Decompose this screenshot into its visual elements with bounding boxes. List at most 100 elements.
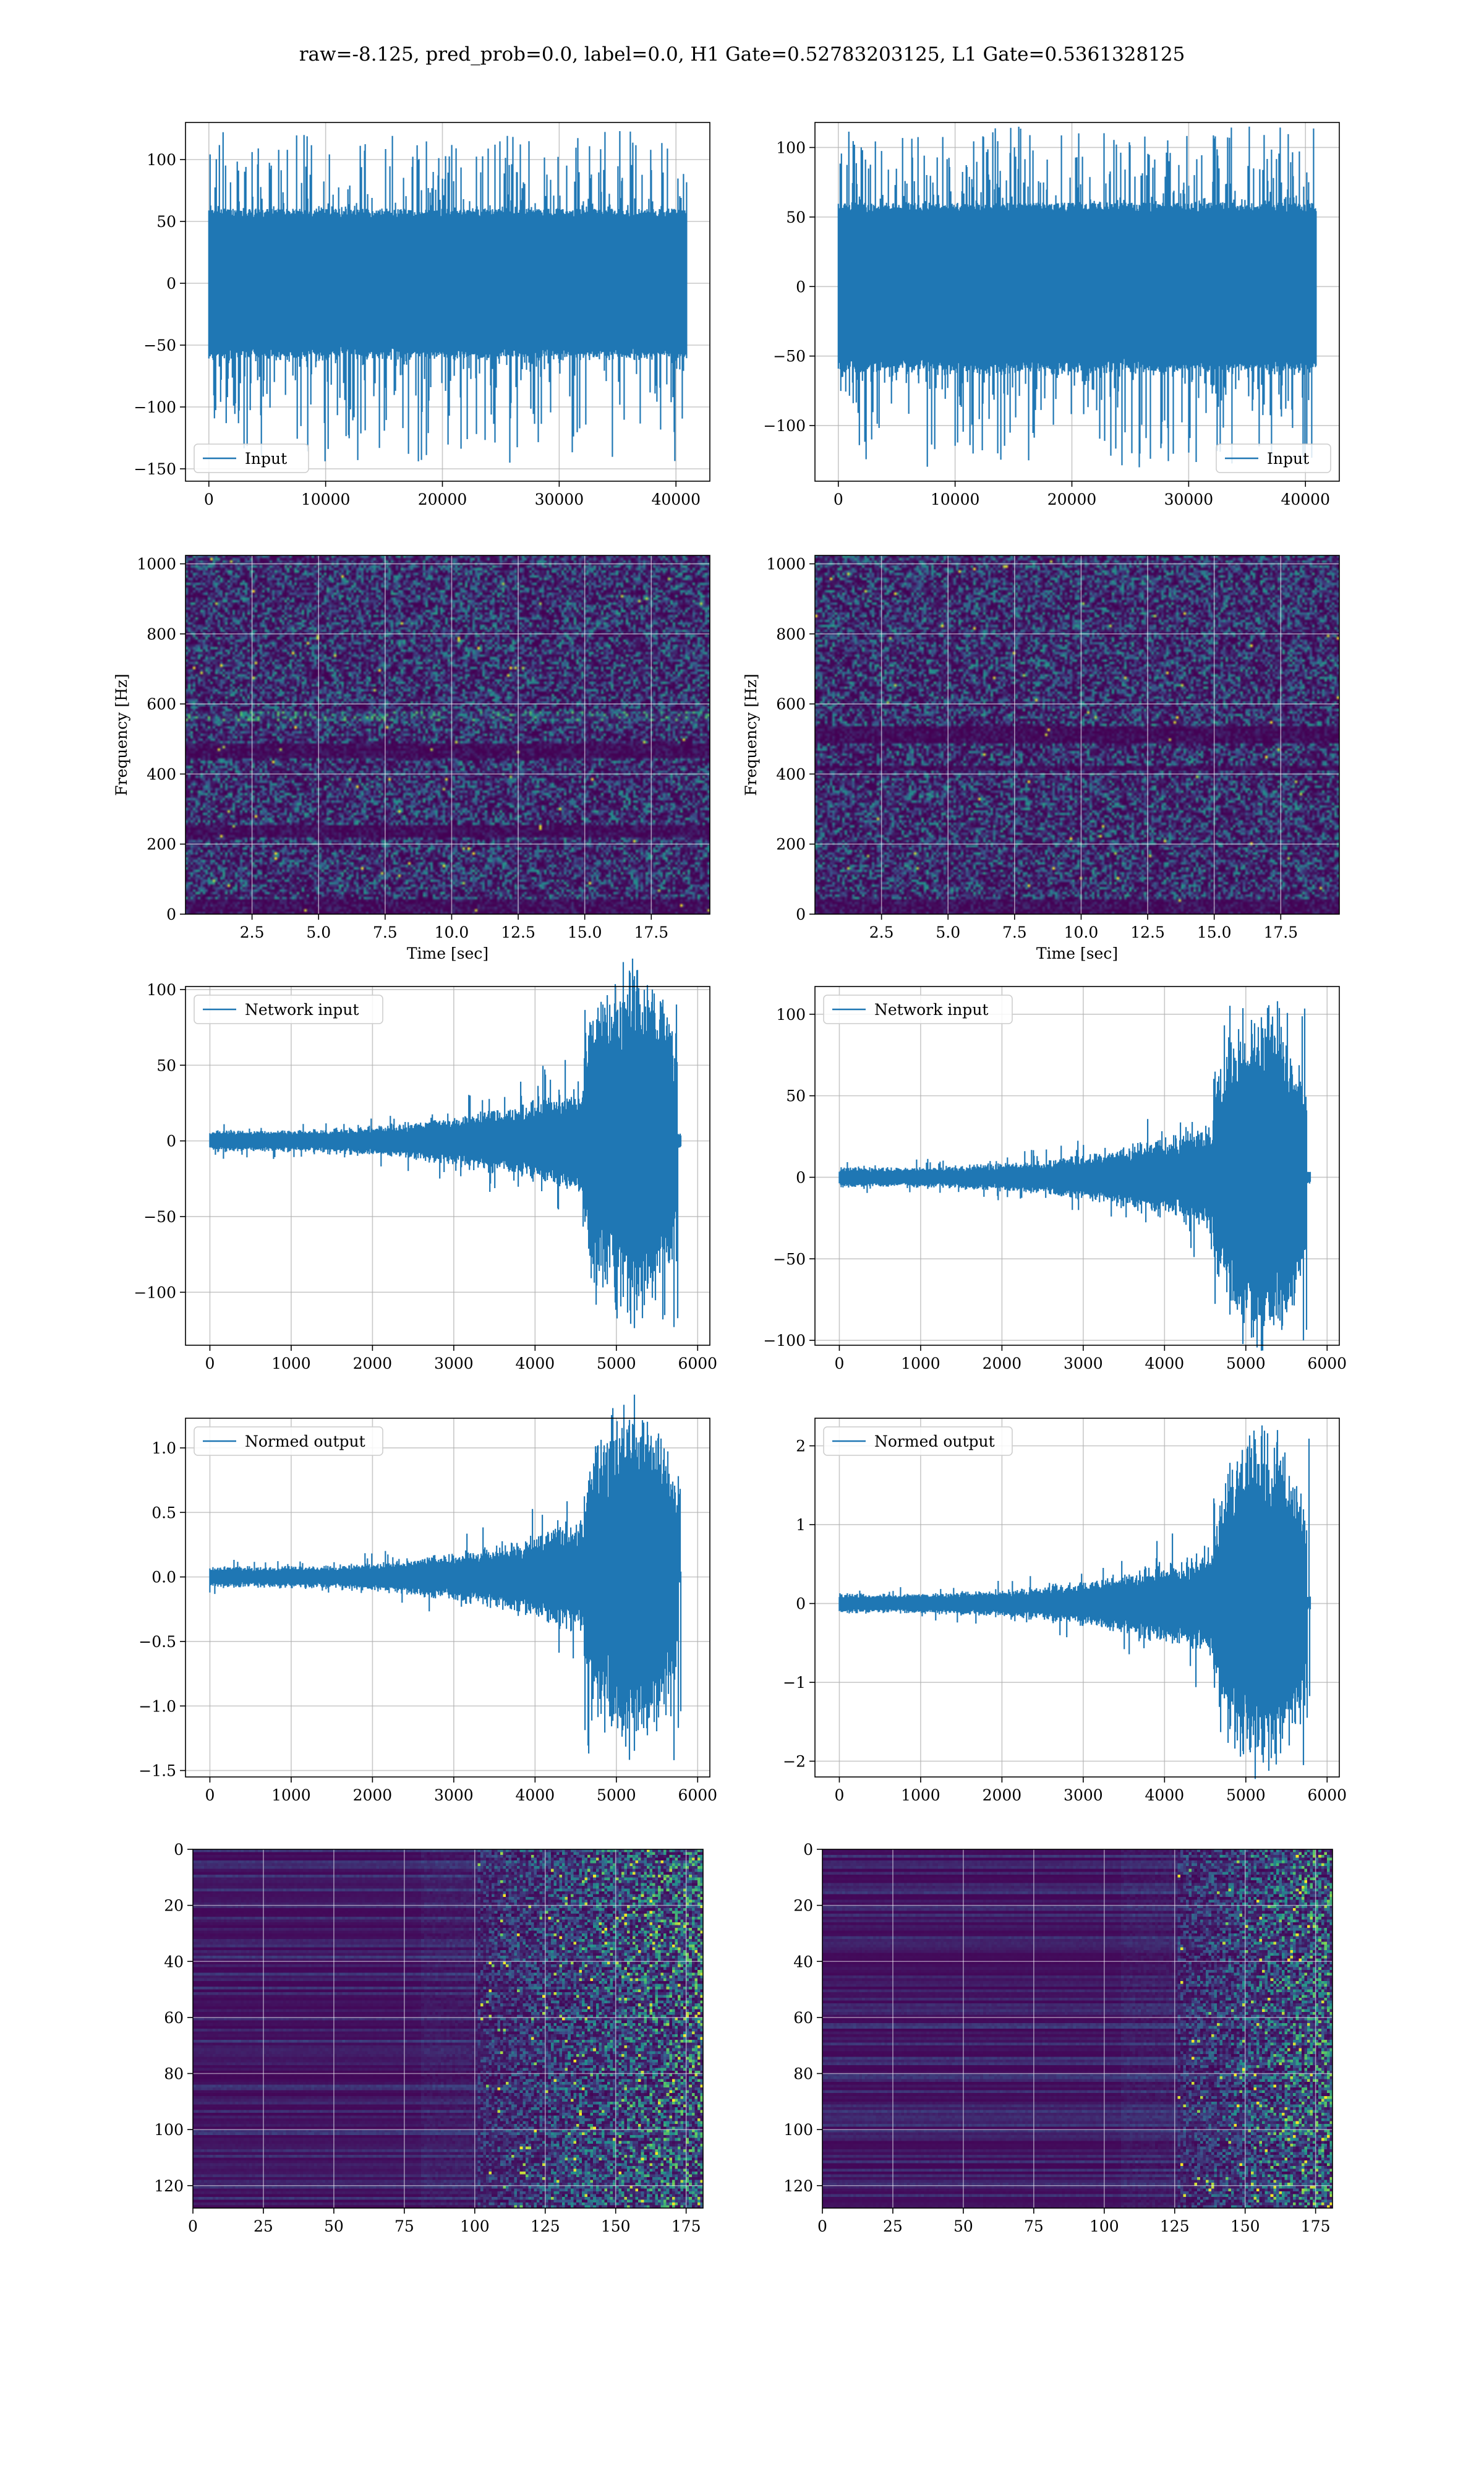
x-tick-label: 12.5 (501, 923, 535, 941)
axes-frame (185, 986, 710, 1346)
x-tick-label: 100 (460, 2217, 490, 2235)
x-tick-label: 20000 (418, 490, 467, 508)
legend-box (1216, 443, 1331, 473)
x-tick-label: 4000 (516, 1355, 555, 1372)
axes-frame (814, 1418, 1340, 1778)
x-tick-label: 10.0 (435, 923, 469, 941)
x-tick-label: 3000 (1064, 1786, 1103, 1804)
x-tick-label: 7.5 (373, 923, 398, 941)
y-tick-label: 1.0 (151, 1439, 176, 1457)
x-tick-label: 3000 (1064, 1355, 1103, 1372)
x-tick-label: 4000 (516, 1786, 555, 1804)
y-tick-label: 20 (793, 1897, 813, 1915)
y-tick-label: −1 (783, 1674, 806, 1692)
y-tick-label: 120 (783, 2177, 813, 2195)
y-tick-label: 100 (783, 2121, 813, 2139)
x-tick-label: 25 (883, 2217, 903, 2235)
y-tick-label: −50 (773, 348, 806, 366)
y-tick-label: 800 (776, 625, 806, 643)
y-tick-label: 100 (147, 151, 176, 169)
chart-input-l1: 0 10000 20000 30000 40000 −100 −50 0 50 100 Input (763, 122, 1340, 508)
legend-box (823, 995, 1013, 1024)
x-tick-label: 3000 (434, 1355, 474, 1372)
x-tick-label: 1000 (901, 1786, 940, 1804)
y-tick-label: 0 (796, 1168, 806, 1186)
y-tick-label: 400 (147, 765, 176, 783)
x-tick-label: 0 (205, 1786, 215, 1804)
y-tick-label: 50 (156, 213, 176, 231)
legend-label: Input (1267, 450, 1309, 468)
x-tick-label: 30000 (535, 490, 584, 508)
legend: Network input (823, 995, 1013, 1024)
x-tick-label: 5000 (597, 1355, 636, 1372)
x-tick-label: 75 (1024, 2217, 1044, 2235)
legend-label: Normed output (874, 1432, 995, 1450)
x-tick-label: 15.0 (568, 923, 602, 941)
y-tick-label: −100 (763, 417, 806, 435)
x-tick-label: 50 (953, 2217, 973, 2235)
chart-input-h1: 0 10000 20000 30000 40000 −150 −100 −50 0 50 100 In… (134, 122, 710, 508)
y-tick-label: 400 (776, 765, 806, 783)
waveform-series (208, 131, 688, 463)
y-tick-label: 40 (164, 1953, 184, 1971)
x-tick-label: 40000 (1281, 490, 1330, 508)
axes-frame (192, 1849, 704, 2209)
feature-map-image (193, 1849, 703, 2208)
chart-normed-h1: 0 1000 2000 3000 4000 5000 6000 −1.5 −1.0 −0.5 0.0… (139, 1394, 717, 1804)
legend-label: Network input (245, 1001, 359, 1019)
x-tick-label: 7.5 (1002, 923, 1027, 941)
axes-frame (185, 1418, 710, 1778)
y-tick-label: 0 (166, 1132, 176, 1150)
x-tick-label: 0 (204, 490, 214, 508)
chart-feat-l1: 0 25 50 75 100 125 150 175 0 20 40 60 80 100 120 (783, 1841, 1333, 2235)
y-tick-label: 80 (164, 2065, 184, 2083)
y-tick-label: 20 (164, 1897, 184, 1915)
chart-spec-l1: 2.5 5.0 7.5 10.0 12.5 15.0 17.5 0 200 400 600 800 10… (742, 555, 1340, 962)
axes-frame (185, 122, 710, 482)
legend: Network input (194, 995, 383, 1024)
legend-box (194, 1426, 383, 1456)
y-tick-label: 0 (796, 278, 806, 296)
x-tick-label: 0 (834, 490, 843, 508)
x-tick-label: 50 (324, 2217, 344, 2235)
x-tick-label: 0 (188, 2217, 198, 2235)
y-tick-label: −150 (134, 460, 176, 478)
x-tick-label: 1000 (901, 1355, 940, 1372)
x-tick-label: 175 (672, 2217, 701, 2235)
x-tick-label: 6000 (1307, 1355, 1347, 1372)
y-tick-label: 0 (166, 905, 176, 923)
y-tick-label: 100 (776, 139, 806, 156)
x-tick-label: 6000 (1307, 1786, 1347, 1804)
x-tick-label: 2000 (353, 1355, 393, 1372)
y-axis-label: Frequency [Hz] (113, 674, 130, 796)
x-tick-label: 4000 (1145, 1355, 1185, 1372)
waveform-series (209, 1394, 682, 1760)
y-tick-label: −100 (134, 398, 176, 416)
feature-map-image (822, 1849, 1333, 2208)
x-tick-label: 150 (601, 2217, 631, 2235)
y-tick-label: 40 (793, 1953, 813, 1971)
y-tick-label: 1000 (766, 555, 806, 573)
chart-feat-h1: 0 25 50 75 100 125 150 175 0 20 40 60 80 100 120 (154, 1841, 704, 2235)
x-tick-label: 4000 (1145, 1786, 1185, 1804)
x-tick-label: 2000 (983, 1786, 1022, 1804)
waveform-series (209, 958, 682, 1329)
legend-box (194, 443, 309, 473)
y-tick-label: 0 (166, 275, 176, 293)
y-tick-label: 200 (776, 836, 806, 854)
axes-frame (814, 986, 1340, 1346)
y-tick-label: 2 (796, 1437, 806, 1455)
y-tick-label: 600 (147, 695, 176, 713)
y-tick-label: 0 (796, 905, 806, 923)
chart-normed-l1: 0 1000 2000 3000 4000 5000 6000 −2 −1 0 1 2 Normed o… (783, 1418, 1347, 1804)
x-tick-label: 2000 (983, 1355, 1022, 1372)
x-tick-label: 3000 (434, 1786, 474, 1804)
y-tick-label: 0.0 (151, 1569, 176, 1586)
x-axis-label: Time [sec] (407, 944, 488, 962)
y-tick-label: 0 (174, 1841, 184, 1859)
x-tick-label: 175 (1301, 2217, 1331, 2235)
chart-netin-l1: 0 1000 2000 3000 4000 5000 6000 −100 −50 0 50 100 Ne… (763, 986, 1347, 1372)
y-tick-label: 600 (776, 695, 806, 713)
spectrogram-image (186, 555, 710, 914)
x-tick-label: 0 (834, 1786, 844, 1804)
